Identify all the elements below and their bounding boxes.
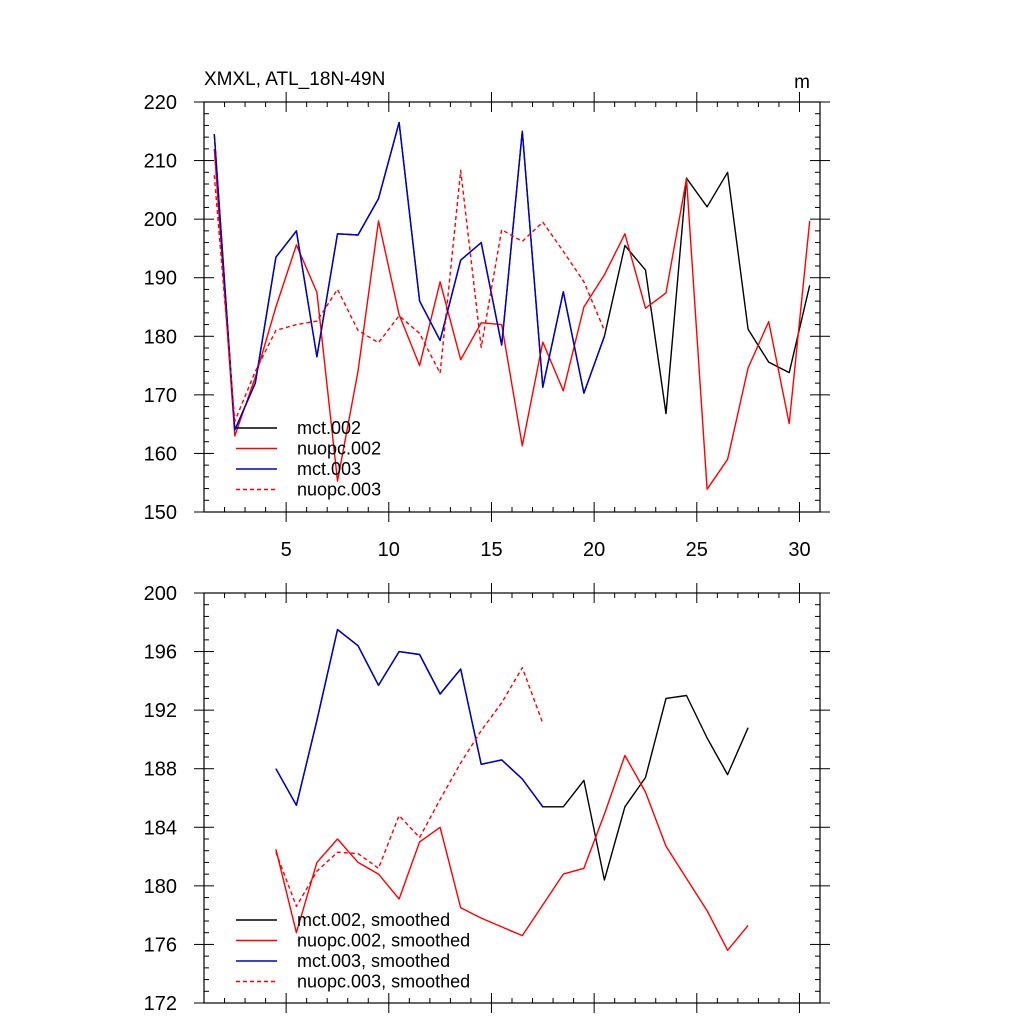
series-line <box>275 628 544 808</box>
y-tick-label: 190 <box>144 268 177 290</box>
legend-label: mct.003, smoothed <box>297 951 450 971</box>
x-tick-label: 5 <box>281 539 292 561</box>
legend-label: mct.002, smoothed <box>297 910 450 930</box>
series-line <box>213 148 811 490</box>
y-tick-label: 200 <box>144 583 177 605</box>
y-tick-label: 188 <box>144 759 177 781</box>
x-tick-label: 25 <box>686 539 708 561</box>
x-tick-label: 20 <box>583 539 605 561</box>
y-tick-label: 170 <box>144 385 177 407</box>
y-tick-label: 180 <box>144 876 177 898</box>
top-panel: 5 10 15 20 25 30 150 160 170 180 190 200 210 220 XMXL,… <box>144 69 830 561</box>
x-tick-label: 15 <box>480 539 502 561</box>
y-tick-label: 220 <box>144 92 177 114</box>
legend-label: nuopc.002 <box>297 439 381 459</box>
series-line <box>275 628 749 881</box>
y-tick-label: 150 <box>144 502 177 524</box>
x-tick-label: 30 <box>788 539 810 561</box>
y-tick-label: 180 <box>144 326 177 348</box>
chart-title: XMXL, ATL_18N-49N <box>204 69 385 90</box>
y-tick-label: 192 <box>144 700 177 722</box>
x-tick-label: 10 <box>378 539 400 561</box>
legend-label: mct.002 <box>297 418 361 438</box>
y-tick-label: 184 <box>144 817 177 839</box>
y-tick-label: 172 <box>144 993 177 1015</box>
y-tick-label: 196 <box>144 642 177 664</box>
units-label: m <box>794 72 810 93</box>
bottom-panel: 172 176 180 184 188 192 196 200 mct.002, smoothe… <box>144 583 830 1015</box>
legend-label: mct.003 <box>297 459 361 479</box>
y-tick-label: 210 <box>144 151 177 173</box>
legend-label: nuopc.002, smoothed <box>297 931 470 951</box>
legend-label: nuopc.003 <box>297 480 381 500</box>
legend-label: nuopc.003, smoothed <box>297 972 470 992</box>
series-line <box>213 121 606 431</box>
y-tick-label: 200 <box>144 209 177 231</box>
y-tick-label: 160 <box>144 443 177 465</box>
series-line <box>275 754 749 951</box>
series-line <box>213 169 606 422</box>
y-tick-label: 176 <box>144 934 177 956</box>
